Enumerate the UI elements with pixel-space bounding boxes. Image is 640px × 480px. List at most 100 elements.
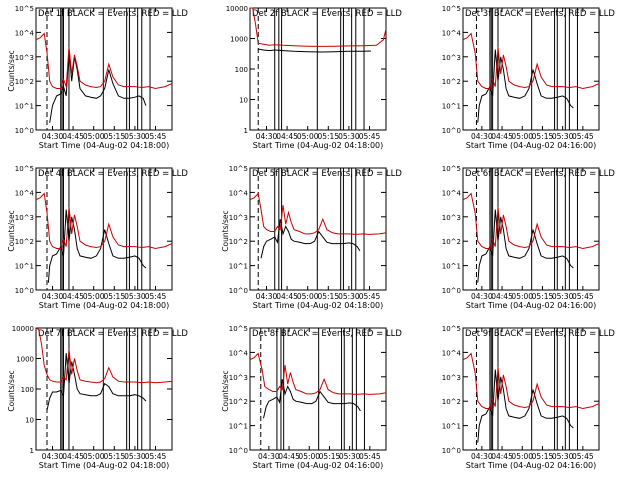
series-line-lld [250, 7, 387, 47]
x-axis-label: Start Time (04-Aug-02 04:16:00) [466, 461, 597, 470]
series-line-lld [35, 32, 173, 90]
series-line-events [260, 219, 361, 259]
series-line-lld [35, 327, 173, 384]
y-tick-label: 10^3 [442, 374, 461, 382]
chart-title: Det 6f BLACK = Events, RED = LLD [465, 169, 615, 179]
chart-title: Det 2f BLACK = Events, RED = LLD [252, 9, 402, 19]
y-tick-label: 100 [21, 386, 34, 394]
series-line-events [49, 49, 147, 123]
y-tick-label: 10^3 [229, 214, 248, 222]
chart-title: Det 1f BLACK = Events, RED = LLD [38, 9, 188, 19]
plot-frame [249, 327, 387, 451]
y-tick-label: 100 [235, 66, 248, 74]
x-tick-label: 04:45 [491, 292, 513, 301]
series-line-events [258, 48, 371, 53]
y-tick-label: 10^1 [442, 263, 461, 271]
y-tick-label: 10^3 [15, 54, 34, 62]
chart-panel-1: Det 1f BLACK = Events, RED = LLD 04:3004:… [7, 5, 188, 150]
x-tick-label: 05:30 [552, 132, 574, 141]
x-tick-label: 05:15 [319, 452, 341, 461]
y-tick-label: 10^4 [15, 189, 35, 197]
y-tick-label: 10^0 [442, 287, 461, 295]
x-tick-label: 04:30 [42, 452, 64, 461]
x-tick-label: 04:45 [276, 292, 298, 301]
y-tick-label: 10^0 [229, 447, 248, 455]
y-tick-label: 10^0 [229, 287, 248, 295]
chart-panel-8: Det 8f BLACK = Events, RED = LLD 04:3004:… [221, 325, 402, 470]
x-tick-label: 04:30 [258, 452, 280, 461]
y-tick-label: 10^0 [442, 447, 461, 455]
x-tick-label: 05:15 [103, 292, 125, 301]
chart-panel-3: Det 3f BLACK = Events, RED = LLD 04:3004:… [442, 5, 616, 150]
x-tick-label: 05:30 [124, 132, 146, 141]
plot-frame [35, 327, 173, 451]
y-tick-label: 10^4 [442, 349, 462, 357]
chart-panel-2: Det 2f BLACK = Events, RED = LLD 04:3004:… [226, 5, 403, 150]
y-tick-label: 10^3 [229, 374, 248, 382]
series-line-lld [249, 192, 387, 235]
x-axis-label: Start Time (04-Aug-02 04:18:00) [39, 301, 170, 310]
y-tick-label: 10000 [226, 5, 248, 13]
y-tick-label: 10^4 [442, 189, 462, 197]
y-tick-label: 10^5 [442, 165, 461, 173]
x-tick-label: 05:15 [317, 132, 339, 141]
y-tick-label: 10^2 [442, 238, 461, 246]
x-tick-label: 04:30 [42, 132, 64, 141]
y-tick-label: 10^5 [442, 5, 461, 13]
x-tick-label: 04:30 [256, 292, 278, 301]
y-axis-label: Counts/sec [7, 50, 16, 91]
y-tick-label: 1 [244, 127, 248, 135]
x-tick-label: 04:45 [276, 132, 298, 141]
chart-title: Det 3f BLACK = Events, RED = LLD [465, 9, 615, 19]
x-tick-label: 05:45 [145, 292, 167, 301]
x-tick-label: 05:00 [297, 292, 319, 301]
x-tick-label: 05:15 [103, 132, 125, 141]
x-tick-label: 05:30 [338, 132, 360, 141]
x-tick-label: 05:45 [359, 292, 381, 301]
x-axis-label: Start Time (04-Aug-02 04:18:00) [253, 141, 384, 150]
series-line-events [46, 353, 147, 411]
x-tick-label: 05:15 [317, 292, 339, 301]
x-axis-label: Start Time (04-Aug-02 04:18:00) [39, 141, 170, 150]
chart-panel-9: Det 9f BLACK = Events, RED = LLD 04:3004:… [442, 325, 616, 470]
x-tick-label: 05:30 [339, 452, 361, 461]
y-tick-label: 1 [30, 447, 34, 455]
plot-frame [462, 327, 600, 451]
plot-frame [35, 7, 173, 131]
y-tick-label: 10^1 [229, 423, 248, 431]
y-axis-label: Counts/sec [7, 210, 16, 251]
x-tick-label: 04:30 [471, 132, 493, 141]
x-tick-label: 05:15 [103, 452, 125, 461]
plot-frame [249, 167, 387, 291]
x-axis-label: Start Time (04-Aug-02 04:18:00) [253, 301, 384, 310]
y-tick-label: 10^0 [15, 127, 34, 135]
y-tick-label: 10^2 [229, 238, 248, 246]
y-tick-label: 10^0 [15, 287, 34, 295]
series-line-lld [462, 352, 600, 410]
y-tick-label: 10^3 [442, 214, 461, 222]
x-tick-label: 05:45 [359, 132, 381, 141]
x-tick-label: 05:45 [359, 452, 381, 461]
plot-frame [35, 167, 173, 291]
series-line-lld [35, 192, 173, 250]
plot-frame [462, 7, 600, 131]
chart-title: Det 7f BLACK = Events, RED = LLD [38, 329, 188, 339]
chart-panel-7: Det 7f BLACK = Events, RED = LLD 04:3004:… [7, 325, 188, 470]
plot-frame [462, 167, 600, 291]
y-tick-label: 10^0 [442, 127, 461, 135]
x-tick-label: 05:15 [532, 292, 554, 301]
x-tick-label: 05:30 [552, 292, 574, 301]
x-tick-label: 05:45 [145, 452, 167, 461]
y-tick-label: 10^1 [15, 263, 34, 271]
y-tick-label: 10^2 [229, 398, 248, 406]
plot-frame [249, 7, 387, 131]
x-tick-label: 05:45 [572, 292, 594, 301]
x-tick-label: 04:30 [42, 292, 64, 301]
y-tick-label: 10^3 [15, 214, 34, 222]
y-tick-label: 10^2 [15, 238, 34, 246]
x-tick-label: 05:45 [145, 132, 167, 141]
x-tick-label: 05:30 [552, 452, 574, 461]
x-tick-label: 05:45 [572, 132, 594, 141]
chart-title: Det 9f BLACK = Events, RED = LLD [465, 329, 615, 339]
